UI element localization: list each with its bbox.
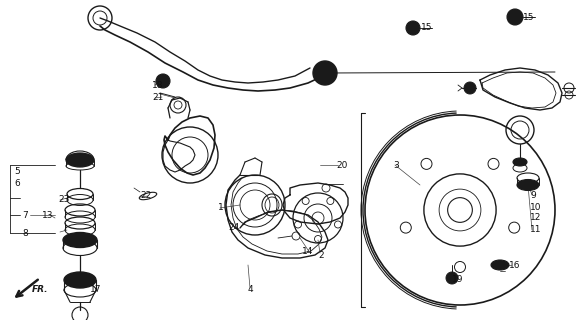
Text: 9: 9 [530, 190, 536, 199]
Ellipse shape [517, 180, 539, 190]
Circle shape [507, 9, 523, 25]
Text: 23: 23 [58, 196, 70, 204]
Text: 15: 15 [421, 23, 433, 33]
Ellipse shape [63, 233, 97, 247]
Text: 20: 20 [336, 161, 347, 170]
Ellipse shape [66, 153, 94, 167]
Text: 13: 13 [42, 211, 53, 220]
Circle shape [464, 82, 476, 94]
Text: 1: 1 [218, 204, 224, 212]
Text: 16: 16 [509, 260, 520, 269]
Text: 8: 8 [22, 228, 28, 237]
Text: 12: 12 [530, 213, 541, 222]
Text: FR.: FR. [32, 285, 49, 294]
Circle shape [313, 61, 337, 85]
Text: 17: 17 [90, 285, 102, 294]
Text: 6: 6 [14, 179, 20, 188]
Text: 4: 4 [248, 285, 253, 294]
Ellipse shape [491, 260, 509, 270]
Ellipse shape [513, 158, 527, 166]
Circle shape [406, 21, 420, 35]
Circle shape [446, 272, 458, 284]
Text: 3: 3 [393, 161, 399, 170]
Ellipse shape [64, 272, 96, 288]
Text: 24: 24 [228, 223, 239, 233]
Text: 7: 7 [22, 211, 28, 220]
Text: 5: 5 [14, 167, 20, 177]
Text: 22: 22 [140, 190, 151, 199]
Text: 19: 19 [452, 276, 463, 284]
Text: 11: 11 [530, 226, 542, 235]
Circle shape [156, 74, 170, 88]
Text: 18: 18 [152, 81, 164, 90]
Text: 10: 10 [530, 203, 542, 212]
Text: 21: 21 [152, 93, 164, 102]
Text: 2: 2 [318, 251, 324, 260]
Text: 14: 14 [302, 247, 313, 257]
Text: 15: 15 [523, 12, 535, 21]
